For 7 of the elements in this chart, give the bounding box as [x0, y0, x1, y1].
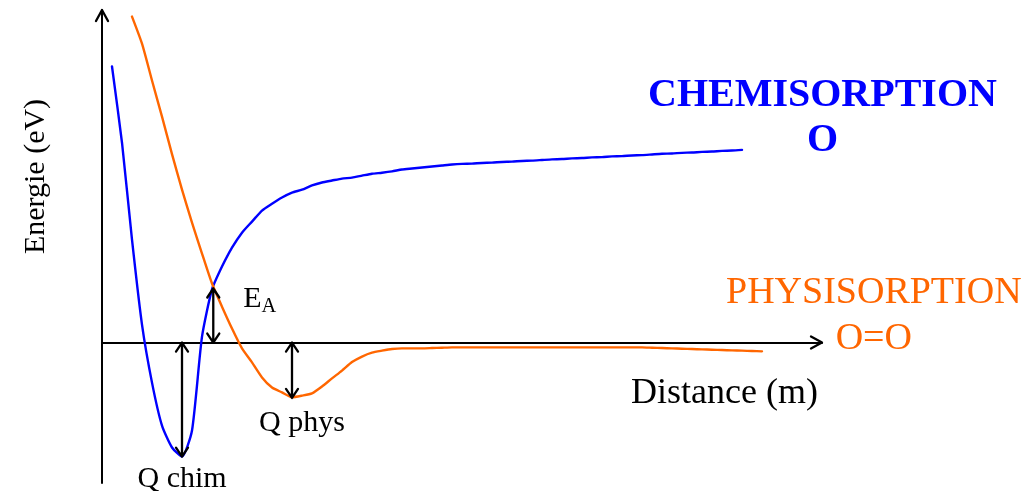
y-axis-title: Energie (eV)	[16, 98, 51, 255]
annotation: Q phys	[259, 403, 345, 437]
series-label: PHYSISORPTION O=O	[726, 268, 1022, 360]
series-label: CHEMISORPTION O	[648, 69, 997, 160]
x-axis-title: Distance (m)	[631, 370, 818, 411]
annotation: E$_{A}$	[243, 280, 277, 317]
annotation: Q chim	[137, 459, 227, 491]
